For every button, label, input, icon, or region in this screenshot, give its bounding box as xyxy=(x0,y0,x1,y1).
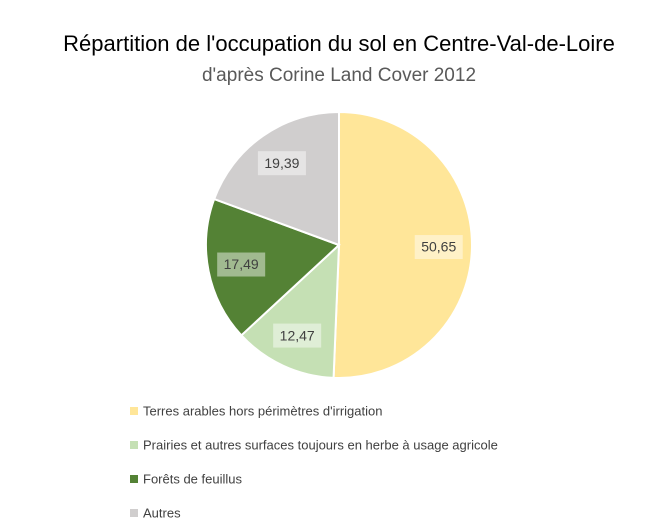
legend-label: Terres arables hors périmètres d'irrigat… xyxy=(143,403,382,418)
legend-swatch xyxy=(130,509,138,517)
pie-slice xyxy=(212,110,340,247)
legend-swatch xyxy=(130,441,138,449)
legend-label: Forêts de feuillus xyxy=(143,471,242,486)
chart-subtitle: d'après Corine Land Cover 2012 xyxy=(202,65,476,86)
data-label-box xyxy=(217,252,266,277)
data-label: 50,65 xyxy=(421,239,456,255)
data-label: 19,39 xyxy=(264,155,299,171)
chart-title: Répartition de l'occupation du sol en Ce… xyxy=(63,31,615,56)
legend-swatch xyxy=(130,475,138,483)
legend-swatch xyxy=(130,407,138,415)
legend-label: Autres xyxy=(143,505,181,520)
data-label: 17,49 xyxy=(224,256,259,272)
pie-slice xyxy=(332,110,473,379)
data-label-box xyxy=(273,323,322,348)
data-label-box xyxy=(257,151,306,176)
pie-slice xyxy=(239,242,341,379)
data-label: 12,47 xyxy=(280,327,315,343)
legend-label: Prairies et autres surfaces toujours en … xyxy=(143,437,498,452)
data-label-box xyxy=(414,235,463,260)
